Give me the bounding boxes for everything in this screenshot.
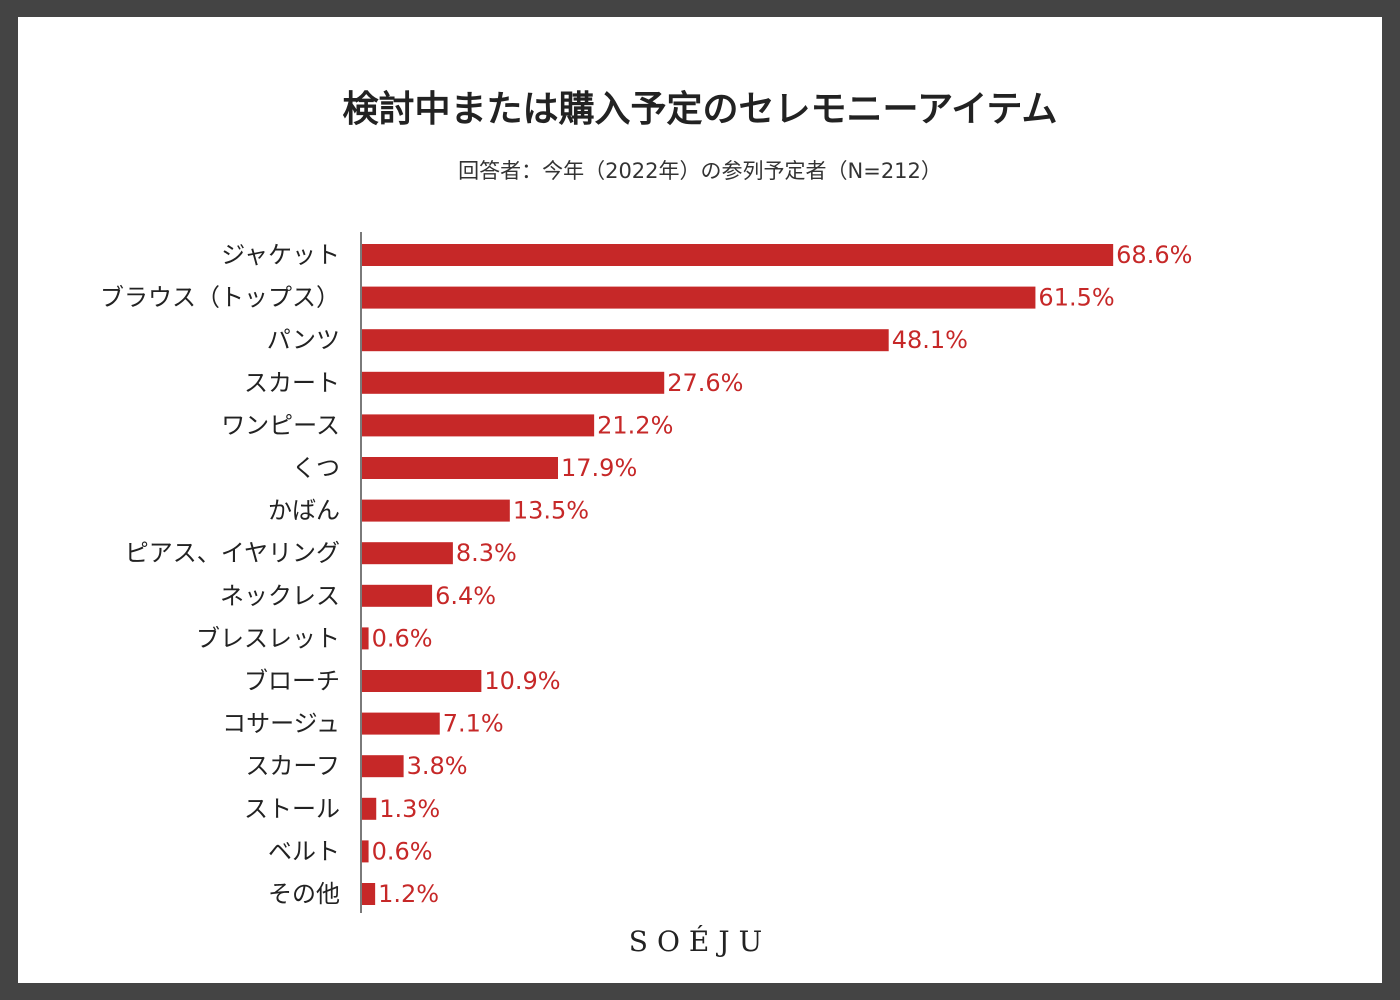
bar [362,457,559,479]
value-label: 68.6% [1116,241,1192,269]
bar [362,670,482,692]
value-label: 17.9% [561,454,637,482]
value-label: 21.2% [597,411,673,439]
value-label: 0.6% [372,837,433,865]
category-label: ピアス、イヤリング [125,539,340,567]
category-label: その他 [268,880,340,908]
value-label: 6.4% [435,582,496,610]
bar [362,371,665,394]
bar [362,414,595,437]
value-label: 13.5% [513,497,589,525]
chart-title: 検討中または購入予定のセレモニーアイテム [342,89,1058,130]
bar [362,244,1114,266]
value-label: 27.6% [667,369,743,397]
category-label: ベルト [268,837,340,865]
value-label: 1.2% [378,880,439,908]
bar [362,499,510,522]
value-label: 10.9% [484,667,560,695]
category-label: ブレスレット [196,624,340,652]
bar [362,755,404,778]
category-label: ブローチ [244,667,340,695]
category-label: ネックレス [220,582,340,610]
category-label: スカーフ [245,752,340,780]
bar [362,627,369,650]
category-label: コサージュ [222,710,340,738]
value-label: 48.1% [892,326,968,354]
category-label: ブラウス（トップス） [100,284,340,312]
value-label: 8.3% [456,539,517,567]
chart-card [18,17,1382,983]
value-label: 3.8% [407,752,468,780]
bar [362,542,453,565]
brand-logo: SOÉJU [628,925,772,958]
category-label: ストール [244,795,340,823]
bar [362,584,433,607]
bar [362,712,440,735]
category-label: ジャケット [221,241,340,269]
bar [362,286,1036,309]
bar [362,840,369,863]
bar [362,883,376,905]
value-label: 0.6% [372,624,433,652]
value-label: 1.3% [379,795,440,823]
value-label: 7.1% [443,710,504,738]
bar [362,329,889,352]
category-label: スカート [244,369,340,397]
chart-subtitle: 回答者：今年（2022年）の参列予定者（N=212） [458,159,942,183]
category-label: かばん [268,497,340,525]
bar [362,797,377,820]
category-label: パンツ [267,326,340,354]
value-label: 61.5% [1038,284,1114,312]
category-label: くつ [292,454,340,482]
category-label: ワンピース [221,411,340,439]
